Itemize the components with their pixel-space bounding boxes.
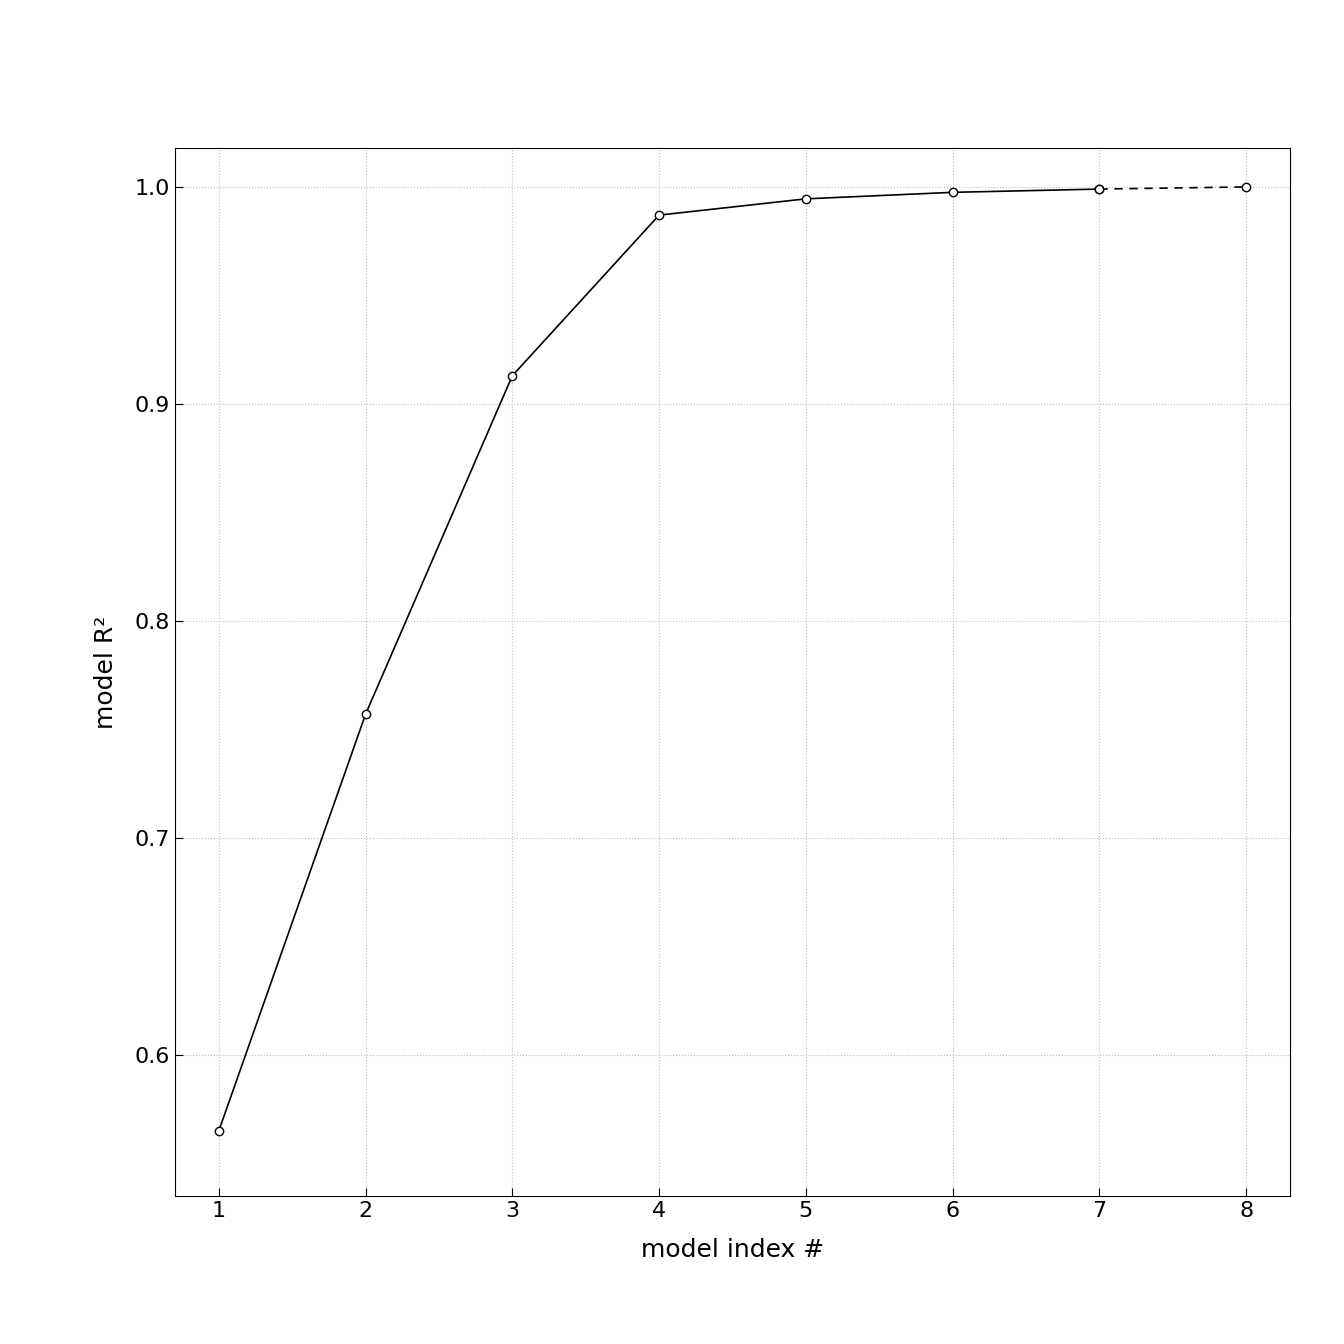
X-axis label: model index #: model index #	[641, 1238, 824, 1262]
Y-axis label: model R²: model R²	[94, 616, 118, 728]
